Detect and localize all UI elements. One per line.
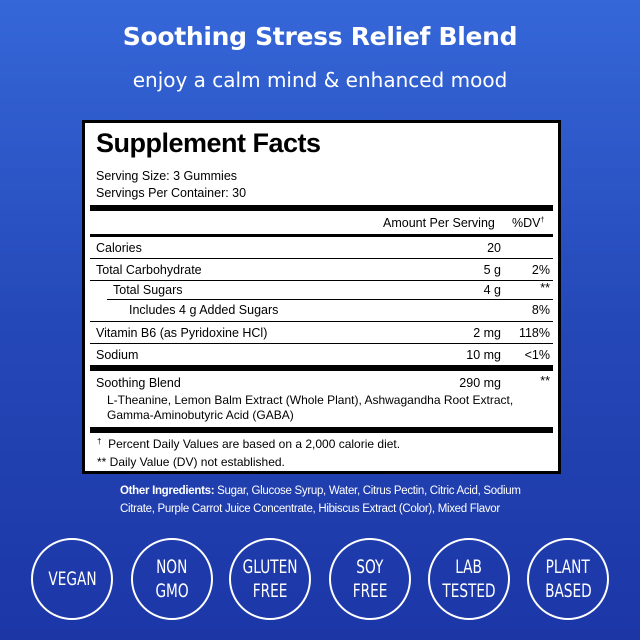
nutrient-name: Vitamin B6 (as Pyridoxine HCl) [96,326,268,340]
nutrient-name: Sodium [96,348,139,362]
badge-text: SOY [356,556,384,578]
badge-text: LAB [455,556,483,578]
nutrient-dv: ** [540,281,550,295]
badge-soy-free: SOY FREE [329,538,411,620]
serving-size: Serving Size: 3 Gummies [96,169,238,183]
amount-header: Amount Per Serving [383,216,495,230]
dv-header-text: %DV [512,216,541,230]
page-subtitle: enjoy a calm mind & enhanced mood [132,68,508,92]
nutrient-amount: 10 mg [466,348,501,362]
page-title: Soothing Stress Relief Blend [122,22,518,51]
footnote-dv: † Percent Daily Values are based on a 2,… [97,437,400,451]
footnote-text: Percent Daily Values are based on a 2,00… [108,437,401,451]
facts-heading: Supplement Facts [96,128,321,158]
nutrient-amount: 2 mg [473,326,501,340]
divider [90,280,553,281]
supplement-facts-panel: Supplement Facts Serving Size: 3 Gummies… [82,120,561,474]
nutrient-name: Includes 4 g Added Sugars [129,303,279,317]
divider [107,299,553,300]
nutrient-name: Total Carbohydrate [96,263,202,277]
nutrient-amount: 4 g [483,283,501,297]
nutrient-dv: ** [540,374,550,388]
badge-text: BASED [544,580,592,602]
badge-non-gmo: NON GMO [131,538,213,620]
nutrient-name: Calories [96,241,142,255]
badge-text: VEGAN [47,568,97,590]
nutrient-amount: 290 mg [459,376,501,390]
blend-ingredients: Gamma-Aminobutyric Acid (GABA) [107,408,294,422]
badge-text: NON [156,556,188,578]
badge-text: FREE [352,580,388,602]
badge-lab-tested: LAB TESTED [428,538,510,620]
nutrient-amount: 20 [487,241,501,255]
nutrient-name: Soothing Blend [96,376,181,390]
badge-text: FREE [252,580,288,602]
nutrient-dv: 2% [531,263,550,277]
blend-ingredients: L-Theanine, Lemon Balm Extract (Whole Pl… [107,393,514,407]
divider [90,343,553,344]
other-ingredients-label: Other Ingredients: [120,485,215,497]
badge-text: GLUTEN [242,556,298,578]
divider [90,365,553,371]
divider [90,427,553,433]
divider [90,205,553,211]
nutrient-amount: 5 g [483,263,501,277]
divider [90,321,553,322]
footnote-not-established: ** Daily Value (DV) not established. [97,455,285,469]
badge-vegan: VEGAN [31,538,113,620]
badge-gluten-free: GLUTEN FREE [229,538,311,620]
other-ingredients-text: Sugar, Glucose Syrup, Water, Citrus Pect… [120,485,521,515]
dagger: † [540,216,545,224]
nutrient-dv: 118% [518,326,550,340]
dagger: † [97,437,102,446]
servings-per-container: Servings Per Container: 30 [96,186,247,200]
badge-text: TESTED [442,580,496,602]
nutrient-dv: 8% [531,303,550,317]
dv-header: %DV† [512,216,544,230]
divider [90,258,553,259]
badge-text: GMO [155,580,189,602]
divider [90,234,553,237]
nutrient-name: Total Sugars [113,283,183,297]
other-ingredients: Other Ingredients: Sugar, Glucose Syrup,… [120,482,530,518]
badge-plant-based: PLANT BASED [527,538,609,620]
badge-text: PLANT [545,556,591,578]
nutrient-dv: <1% [524,348,550,362]
